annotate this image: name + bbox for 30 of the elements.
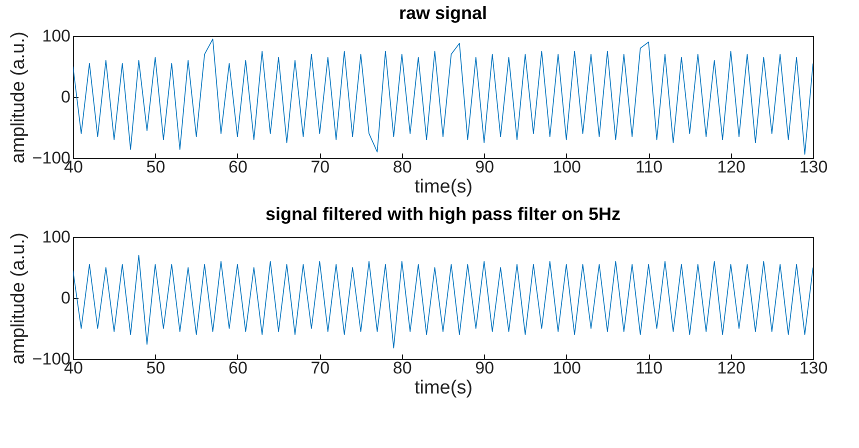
y-axis-title: amplitude (a.u.)	[8, 31, 30, 164]
x-tick-label: 120	[717, 158, 746, 176]
y-tick-label: 0	[61, 288, 70, 308]
x-axis-title: time(s)	[414, 378, 473, 398]
line-series	[73, 254, 813, 348]
x-tick-label: 90	[475, 158, 494, 176]
x-tick-label: 130	[799, 158, 828, 176]
x-tick-label: 120	[717, 358, 746, 378]
x-tick-label: 80	[392, 358, 412, 378]
y-axis-title: amplitude (a.u.)	[8, 232, 30, 365]
x-tick-label: 110	[636, 358, 663, 378]
x-tick-label: 60	[228, 358, 248, 378]
x-axis-title: time(s)	[414, 176, 473, 198]
x-tick-label: 70	[310, 358, 330, 378]
x-tick-label: 70	[310, 158, 330, 176]
x-tick-label: 100	[552, 158, 582, 176]
x-tick-label: 130	[799, 358, 828, 378]
x-tick-label: 90	[475, 358, 494, 378]
x-tick-label: 80	[392, 158, 412, 176]
chart-title: raw signal	[398, 3, 488, 23]
chart-title: signal filtered with high pass filter on 5Hz	[265, 204, 621, 224]
y-tick-label: 0	[61, 88, 70, 106]
x-tick-label: 110	[636, 158, 663, 176]
x-tick-label: 60	[228, 158, 248, 176]
x-tick-label: 50	[146, 158, 166, 176]
x-tick-label: 50	[146, 358, 166, 378]
y-tick-label: 100	[42, 26, 70, 46]
line-series	[73, 38, 813, 155]
x-tick-label: 100	[552, 358, 582, 378]
y-tick-label: 100	[42, 228, 70, 246]
